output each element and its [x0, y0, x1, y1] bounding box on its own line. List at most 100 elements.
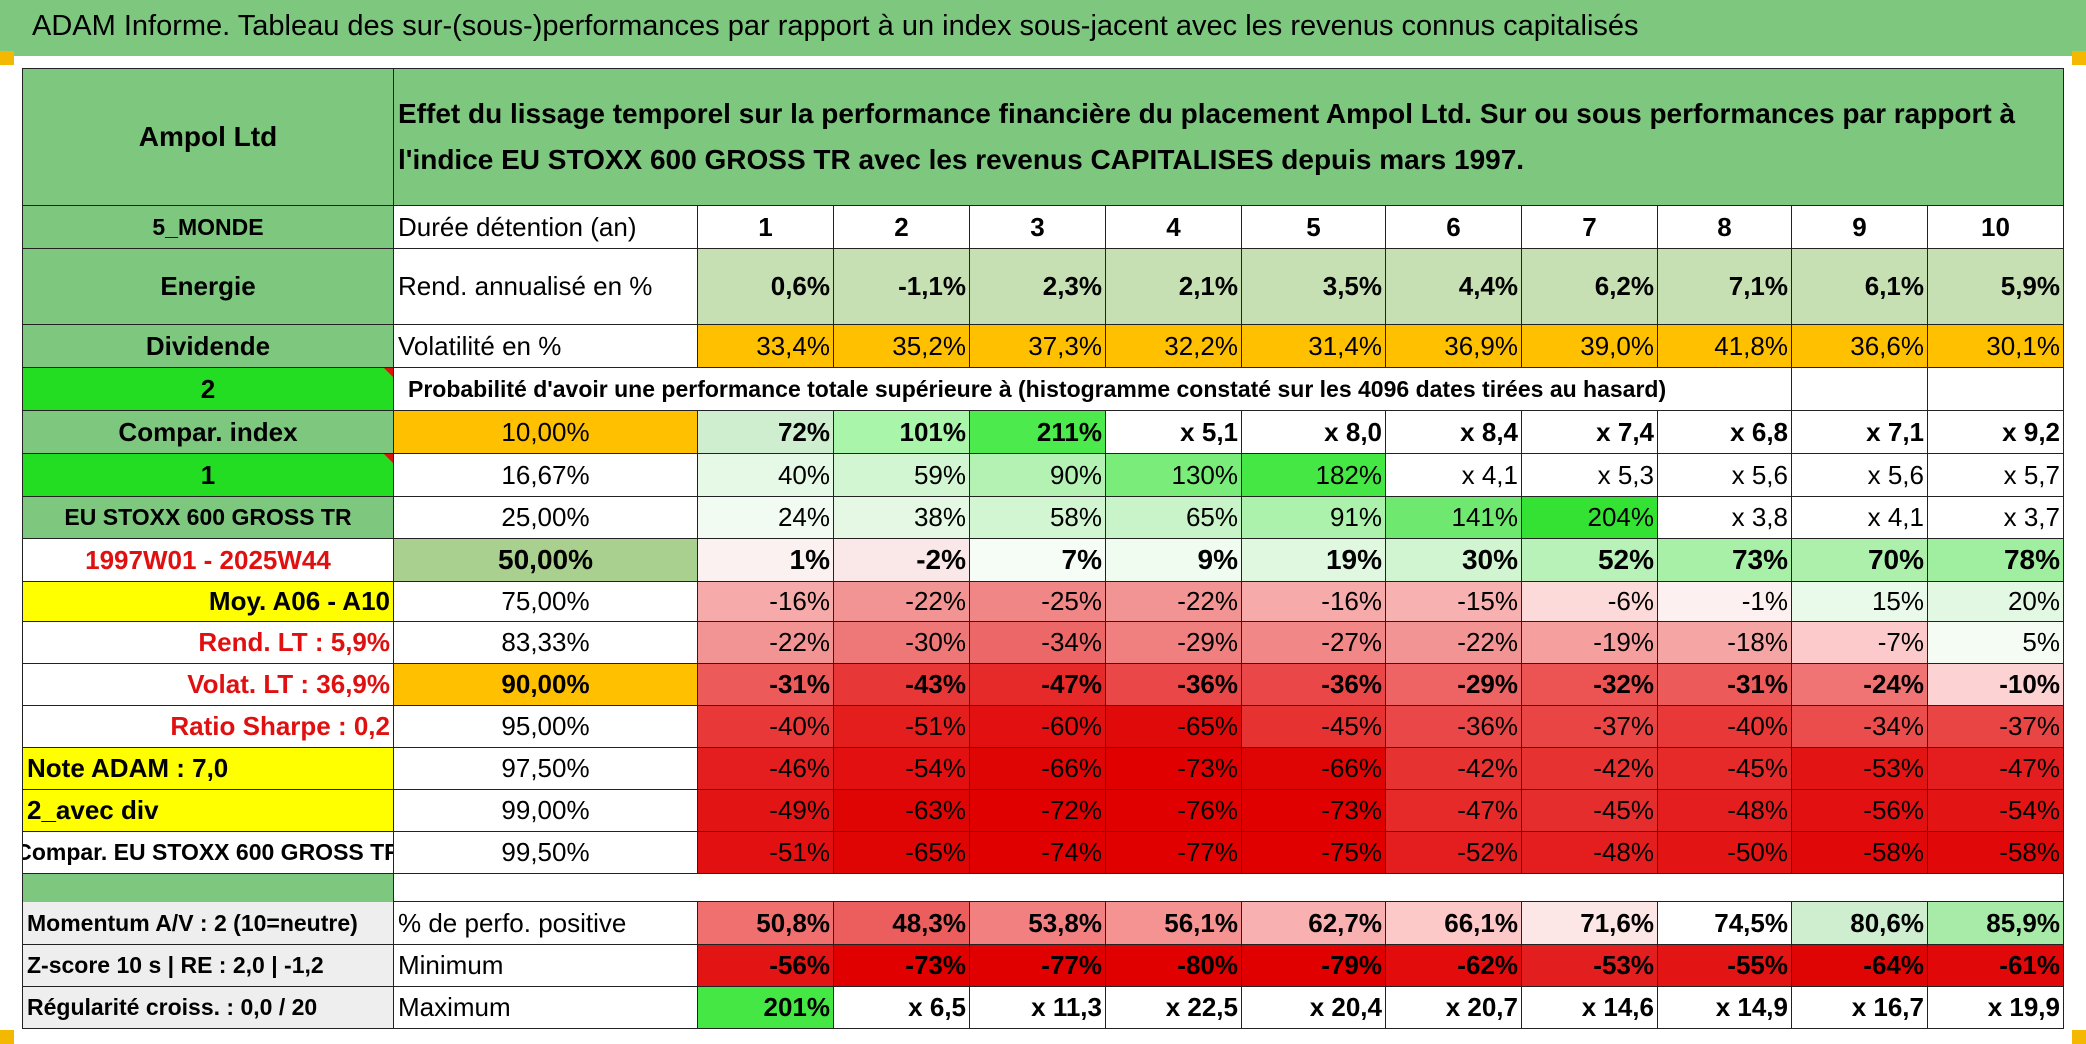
percentile-cell: 25,00% — [394, 497, 698, 539]
probability-value-text: 38% — [913, 502, 966, 532]
stat-value-minimum-text: -53% — [1593, 950, 1654, 980]
probability-value-text: -42% — [1457, 753, 1518, 783]
stat-side-regularite: Régularité croiss. : 0,0 / 20 — [22, 987, 394, 1029]
probability-value-text: -7% — [1877, 627, 1924, 657]
probability-value: x 4,1 — [1386, 454, 1522, 497]
percentile-cell-text: 83,33% — [501, 627, 590, 657]
probability-value: 59% — [834, 454, 970, 497]
probability-value-text: -29% — [1177, 627, 1238, 657]
volatility-value-text: 41,8% — [1714, 330, 1788, 361]
probability-value-text: 73% — [1731, 544, 1788, 575]
probability-value: -45% — [1658, 748, 1792, 790]
corner-marker — [0, 51, 14, 65]
year-header-text: 7 — [1582, 211, 1597, 242]
percentile-cell-text: 99,50% — [501, 837, 590, 867]
percentile-cell-text: 50,00% — [498, 544, 593, 575]
probability-value: -47% — [1386, 790, 1522, 832]
probability-value: x 8,0 — [1242, 411, 1386, 454]
stat-value-minimum-text: -73% — [905, 950, 966, 980]
stat-value-positive: 66,1% — [1386, 902, 1522, 945]
probability-value-text: -22% — [1457, 627, 1518, 657]
stat-value-minimum: -62% — [1386, 945, 1522, 987]
year-header: 5 — [1242, 206, 1386, 249]
side-label-compar-index: Compar. index — [22, 411, 394, 454]
probability-value-text: 52% — [1597, 544, 1654, 575]
probability-value: -73% — [1106, 748, 1242, 790]
stat-label-positive: % de perfo. positive — [394, 902, 698, 945]
percentile-cell: 90,00% — [394, 664, 698, 706]
duration-label-text: Durée détention (an) — [398, 211, 637, 242]
box-2: 2 — [22, 368, 394, 411]
stat-value-maximum-text: x 19,9 — [1987, 992, 2060, 1022]
volatility-value-text: 30,1% — [1986, 330, 2060, 361]
zone-label: 5_MONDE — [22, 206, 394, 249]
probability-value: 72% — [698, 411, 834, 454]
probability-value-text: -45% — [1727, 753, 1788, 783]
duration-label: Durée détention (an) — [394, 206, 698, 249]
side-label-moy: Moy. A06 - A10 — [22, 582, 394, 622]
probability-value-text: -30% — [905, 627, 966, 657]
probability-value: 90% — [970, 454, 1106, 497]
stat-value-positive-text: 74,5% — [1714, 907, 1788, 938]
stat-value-positive-text: 66,1% — [1444, 907, 1518, 938]
probability-value-text: 90% — [1049, 459, 1102, 490]
probability-value-text: -52% — [1457, 837, 1518, 867]
stat-value-minimum: -55% — [1658, 945, 1792, 987]
probability-value: -54% — [1928, 790, 2064, 832]
side-label-volat-lt-text: Volat. LT : 36,9% — [187, 669, 390, 699]
percentile-cell: 16,67% — [394, 454, 698, 497]
probability-value-text: 130% — [1171, 459, 1239, 490]
probability-value-text: x 5,1 — [1180, 416, 1238, 447]
stat-value-positive: 71,6% — [1522, 902, 1658, 945]
probability-value-text: -66% — [1041, 753, 1102, 783]
volatility-label: Volatilité en % — [394, 325, 698, 368]
volatility-value-text: 32,2% — [1164, 330, 1238, 361]
stat-value-minimum-text: -55% — [1727, 950, 1788, 980]
probability-value: -77% — [1106, 832, 1242, 874]
corner-marker — [2072, 1030, 2086, 1044]
probability-value-text: -19% — [1593, 627, 1654, 657]
volatility-label-text: Volatilité en % — [398, 330, 562, 361]
probability-value: x 5,1 — [1106, 411, 1242, 454]
probability-value: 91% — [1242, 497, 1386, 539]
percentile-cell-text: 16,67% — [501, 459, 590, 490]
probability-value: -10% — [1928, 664, 2064, 706]
percentile-cell-text: 10,00% — [501, 416, 590, 447]
stat-value-minimum-text: -79% — [1321, 950, 1382, 980]
probability-value-text: -22% — [769, 627, 830, 657]
report-description: Effet du lissage temporel sur la perform… — [394, 68, 2064, 206]
percentile-cell-text: 25,00% — [501, 502, 590, 532]
box-2-text: 2 — [200, 373, 216, 404]
return-label: Rend. annualisé en % — [394, 249, 698, 325]
stat-value-positive-text: 85,9% — [1986, 907, 2060, 938]
probability-value-text: -58% — [1863, 837, 1924, 867]
year-header: 3 — [970, 206, 1106, 249]
stat-value-positive-text: 53,8% — [1028, 907, 1102, 938]
stat-label-positive-text: % de perfo. positive — [398, 907, 627, 938]
side-label-sharpe-text: Ratio Sharpe : 0,2 — [170, 711, 390, 741]
stat-value-minimum: -77% — [970, 945, 1106, 987]
percentile-cell-text: 90,00% — [501, 669, 590, 699]
stat-value-maximum-text: x 14,9 — [1715, 992, 1788, 1022]
probability-value: -63% — [834, 790, 970, 832]
probability-value-text: -2% — [916, 544, 966, 575]
probability-value-text: x 3,7 — [2003, 502, 2060, 532]
probability-value-text: x 8,0 — [1324, 416, 1382, 447]
probability-value-text: x 5,6 — [1867, 459, 1924, 490]
return-value: 7,1% — [1658, 249, 1792, 325]
probability-value: -40% — [698, 706, 834, 748]
type-label: Dividende — [22, 325, 394, 368]
return-value-text: 0,6% — [770, 271, 830, 301]
probability-value-text: -73% — [1177, 753, 1238, 783]
stat-value-maximum: 201% — [698, 987, 834, 1029]
probability-value: 52% — [1522, 539, 1658, 582]
probability-value-text: 59% — [913, 459, 966, 490]
probability-label-text: Probabilité d'avoir une performance tota… — [408, 375, 1667, 402]
volatility-value: 37,3% — [970, 325, 1106, 368]
empty-cell — [1792, 368, 1928, 411]
stat-value-minimum-text: -61% — [1999, 950, 2060, 980]
probability-value: 9% — [1106, 539, 1242, 582]
company-name-text: Ampol Ltd — [138, 121, 278, 152]
return-value-text: 3,5% — [1322, 271, 1382, 301]
